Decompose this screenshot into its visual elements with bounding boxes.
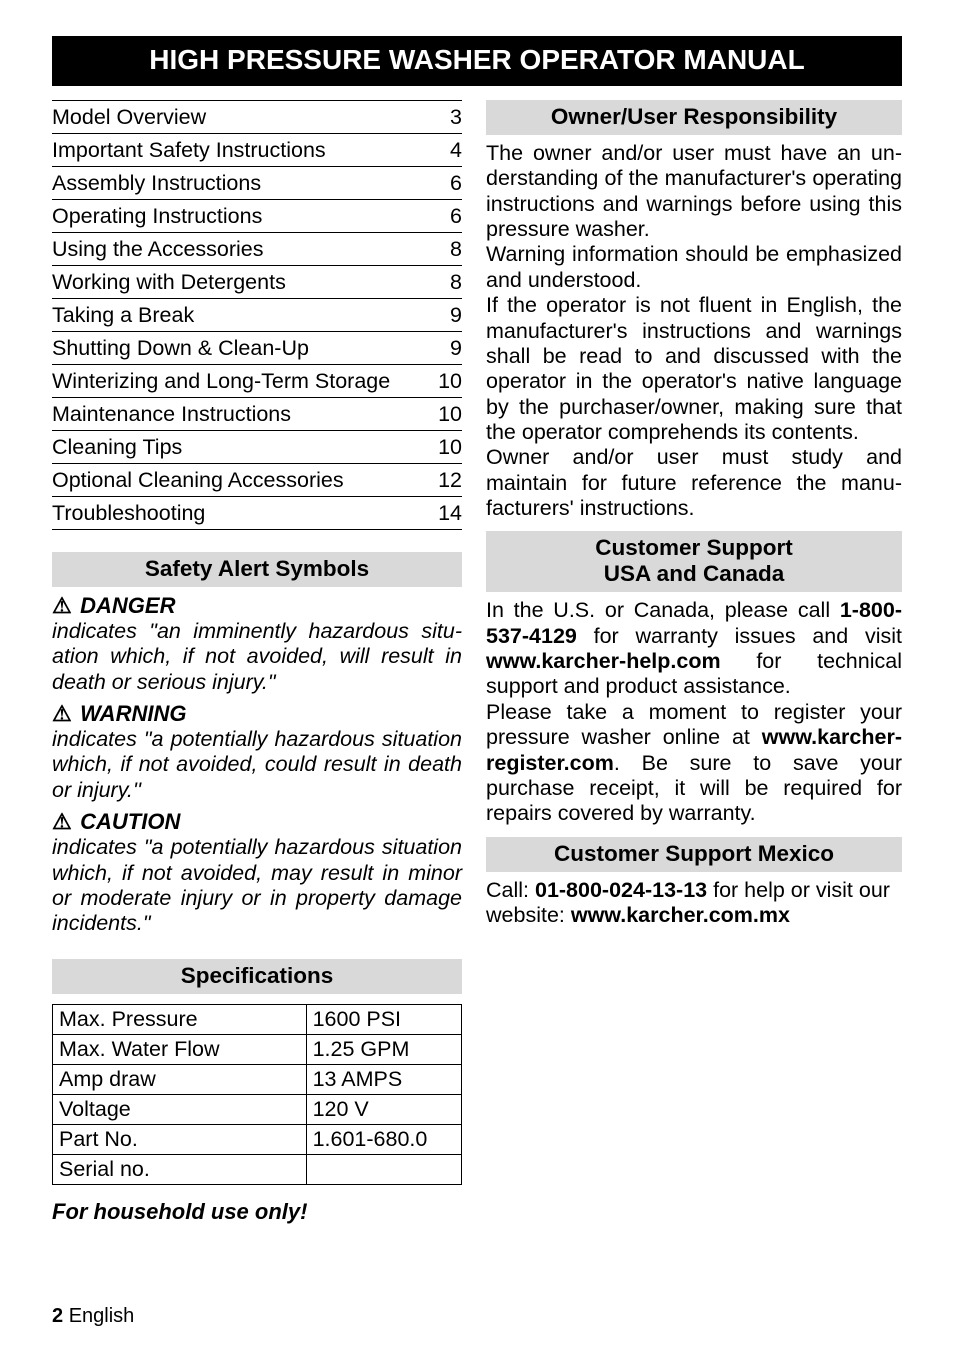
two-column-layout: Model Overview 3 Important Safety Instruc… [52, 100, 902, 1225]
spec-val: 120 V [306, 1094, 461, 1124]
warning-body: indicates "a potentially hazardous situa… [52, 727, 462, 803]
toc-label: Important Safety Instructions [52, 138, 326, 163]
toc-row: Assembly Instructions 6 [52, 167, 462, 200]
section-heading-support-usa-line2: USA and Canada [486, 561, 902, 592]
toc-row: Winterizing and Long-Term Storage 10 [52, 365, 462, 398]
spec-key: Part No. [53, 1124, 307, 1154]
toc-page: 8 [450, 237, 462, 262]
toc-label: Winterizing and Long-Term Storage [52, 369, 390, 394]
toc-page: 9 [450, 303, 462, 328]
warning-triangle-icon: ⚠ [52, 809, 74, 835]
spec-key: Max. Water Flow [53, 1034, 307, 1064]
support-phone-mx: 01-800-024-13-13 [535, 878, 707, 902]
toc-page: 8 [450, 270, 462, 295]
support-site-help: www.karcher-help.com [486, 649, 721, 673]
owner-paragraph: Owner and/or user must study and maintai… [486, 445, 902, 521]
caution-body: indicates "a potentially hazardous situa… [52, 835, 462, 936]
warning-triangle-icon: ⚠ [52, 701, 74, 727]
section-heading-specs: Specifications [52, 959, 462, 994]
toc-page: 4 [450, 138, 462, 163]
support-mx-paragraph: Call: 01-800-024-13-13 for help or visit… [486, 878, 902, 929]
table-row: Max. Water Flow1.25 GPM [53, 1034, 462, 1064]
spec-val: 1.601-680.0 [306, 1124, 461, 1154]
danger-body: indicates "an imminently hazardous situ­… [52, 619, 462, 695]
toc-page: 9 [450, 336, 462, 361]
toc-page: 10 [438, 402, 462, 427]
toc-label: Troubleshooting [52, 501, 205, 526]
toc-row: Cleaning Tips 10 [52, 431, 462, 464]
table-row: Max. Pressure1600 PSI [53, 1004, 462, 1034]
toc-page: 10 [438, 435, 462, 460]
caution-heading: ⚠ CAUTION [52, 809, 462, 835]
right-column: Owner/User Responsibility The owner and/… [486, 100, 902, 1225]
left-column: Model Overview 3 Important Safety Instruc… [52, 100, 462, 1225]
spec-key: Serial no. [53, 1154, 307, 1184]
owner-paragraph: Warning information should be empha­size… [486, 242, 902, 293]
warning-label: WARNING [80, 701, 186, 726]
toc-label: Optional Cleaning Accessories [52, 468, 344, 493]
table-row: Serial no. [53, 1154, 462, 1184]
toc-page: 6 [450, 204, 462, 229]
text: Call: [486, 878, 535, 902]
toc-row: Model Overview 3 [52, 100, 462, 134]
toc-page: 10 [438, 369, 462, 394]
owner-paragraph: If the operator is not fluent in English… [486, 293, 902, 445]
warning-triangle-icon: ⚠ [52, 593, 74, 619]
spec-key: Max. Pressure [53, 1004, 307, 1034]
owner-paragraph: The owner and/or user must have an un­de… [486, 141, 902, 242]
toc-row: Using the Accessories 8 [52, 233, 462, 266]
toc-page: 14 [438, 501, 462, 526]
spec-key: Voltage [53, 1094, 307, 1124]
section-heading-safety: Safety Alert Symbols [52, 552, 462, 587]
spec-val [306, 1154, 461, 1184]
toc-label: Cleaning Tips [52, 435, 182, 460]
toc-row: Operating Instructions 6 [52, 200, 462, 233]
toc-label: Maintenance Instructions [52, 402, 291, 427]
support-usa-paragraph: In the U.S. or Canada, please call 1-800… [486, 598, 902, 699]
toc-page: 6 [450, 171, 462, 196]
table-row: Voltage120 V [53, 1094, 462, 1124]
toc-row: Optional Cleaning Accessories 12 [52, 464, 462, 497]
toc-row: Maintenance Instructions 10 [52, 398, 462, 431]
page-language: English [69, 1305, 135, 1327]
page-number: 2 [52, 1305, 63, 1327]
toc-page: 3 [450, 105, 462, 130]
support-site-mx: www.karcher.com.mx [571, 903, 790, 927]
warning-heading: ⚠ WARNING [52, 701, 462, 727]
table-row: Amp draw13 AMPS [53, 1064, 462, 1094]
danger-heading: ⚠ DANGER [52, 593, 462, 619]
page-footer: 2 English [52, 1305, 134, 1328]
toc-label: Shutting Down & Clean-Up [52, 336, 309, 361]
specifications-table: Max. Pressure1600 PSI Max. Water Flow1.2… [52, 1004, 462, 1185]
section-heading-support-mx: Customer Support Mexico [486, 837, 902, 872]
spec-val: 1.25 GPM [306, 1034, 461, 1064]
toc-row: Taking a Break 9 [52, 299, 462, 332]
section-heading-owner: Owner/User Responsibility [486, 100, 902, 135]
toc-label: Working with Detergents [52, 270, 286, 295]
spec-val: 1600 PSI [306, 1004, 461, 1034]
toc-label: Taking a Break [52, 303, 194, 328]
toc-row: Shutting Down & Clean-Up 9 [52, 332, 462, 365]
spec-key: Amp draw [53, 1064, 307, 1094]
toc-label: Model Overview [52, 105, 206, 130]
section-heading-support-usa-line1: Customer Support [486, 531, 902, 561]
household-use-note: For household use only! [52, 1199, 462, 1225]
support-usa-paragraph: Please take a moment to register your pr… [486, 700, 902, 827]
toc-label: Assembly Instructions [52, 171, 261, 196]
caution-label: CAUTION [80, 809, 180, 834]
toc-row: Working with Detergents 8 [52, 266, 462, 299]
text: for warranty issues and visit [577, 624, 902, 648]
text: In the U.S. or Canada, please call [486, 598, 840, 622]
toc-label: Operating Instructions [52, 204, 262, 229]
toc-page: 12 [438, 468, 462, 493]
spec-val: 13 AMPS [306, 1064, 461, 1094]
toc-label: Using the Accessories [52, 237, 264, 262]
toc-row: Troubleshooting 14 [52, 497, 462, 530]
toc-row: Important Safety Instructions 4 [52, 134, 462, 167]
table-row: Part No.1.601-680.0 [53, 1124, 462, 1154]
danger-label: DANGER [80, 593, 175, 618]
table-of-contents: Model Overview 3 Important Safety Instruc… [52, 100, 462, 530]
page-title-bar: HIGH PRESSURE WASHER OPERATOR MANUAL [52, 36, 902, 86]
